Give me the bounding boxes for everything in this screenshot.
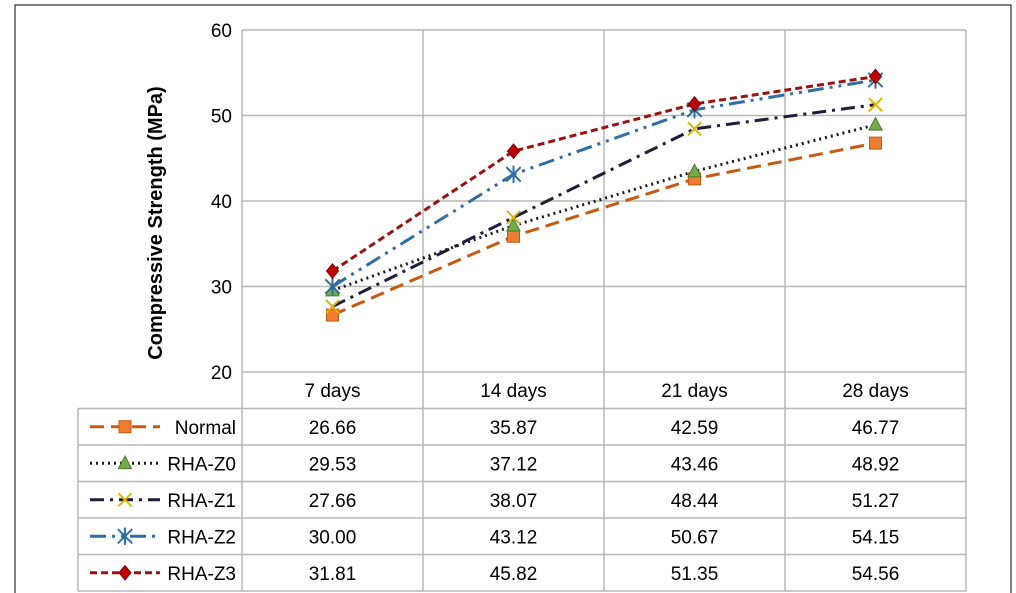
data-point (505, 165, 522, 183)
grid (241, 29, 967, 591)
x-tick-label: 28 days (842, 381, 909, 402)
y-tick-label: 40 (211, 192, 232, 213)
data-point (868, 116, 883, 131)
y-tick-label: 60 (211, 21, 232, 42)
legend-label: RHA-Z3 (167, 564, 236, 585)
data-point (687, 95, 702, 112)
legend-label: RHA-Z1 (167, 491, 236, 512)
data-label: 54.56 (852, 564, 900, 585)
legend-key-marker (117, 527, 133, 545)
x-tick-label: 14 days (480, 381, 547, 402)
x-tick-label: 7 days (305, 381, 361, 402)
data-label: 51.35 (671, 564, 719, 585)
series-lines (324, 68, 884, 322)
data-point (506, 210, 521, 225)
series-line-rha-z0 (331, 123, 876, 292)
x-tick-label: 21 days (661, 381, 728, 402)
y-tick-label: 20 (211, 363, 232, 384)
data-table: 7 days 14 days 21 days 28 days Normal 26.66 35… (77, 381, 966, 592)
data-point (506, 217, 521, 232)
data-label: 42.59 (671, 418, 719, 439)
data-point (326, 308, 339, 322)
data-label: 43.46 (671, 454, 719, 475)
data-label: 50.67 (671, 527, 719, 548)
data-label: 27.66 (309, 491, 357, 512)
y-tick-labels: 20 30 40 50 60 (211, 21, 232, 384)
series-line-rha-z1 (331, 103, 876, 308)
data-label: 31.81 (309, 564, 357, 585)
data-label: 30.00 (309, 527, 357, 548)
data-label: 48.44 (671, 491, 719, 512)
data-label: 37.12 (490, 454, 538, 475)
data-point (506, 143, 521, 160)
data-point (687, 163, 702, 178)
data-point (868, 68, 883, 85)
data-point (868, 97, 883, 112)
data-point (324, 277, 341, 296)
data-point (325, 263, 340, 280)
data-label: 46.77 (852, 418, 900, 439)
y-axis-label: Compressive Strength (MPa) (145, 86, 167, 359)
legend-label: Normal (175, 418, 236, 439)
data-label: 45.82 (490, 564, 538, 585)
data-label: 43.12 (490, 527, 538, 548)
data-label: 54.15 (852, 527, 900, 548)
legend-key-marker (117, 492, 133, 508)
data-label: 38.07 (490, 491, 538, 512)
data-point (869, 136, 882, 150)
y-tick-label: 50 (211, 107, 232, 128)
data-point (325, 299, 340, 314)
data-label: 35.87 (490, 418, 538, 439)
legend-label: RHA-Z2 (167, 527, 236, 548)
legend-key-marker (118, 420, 132, 434)
data-label: 48.92 (852, 454, 900, 475)
data-label: 29.53 (309, 454, 357, 475)
series-line-rha-z3 (331, 75, 876, 273)
chart-frame (14, 4, 1012, 593)
y-tick-label: 30 (211, 278, 232, 299)
data-label: 26.66 (309, 418, 357, 439)
legend-key-marker (117, 454, 133, 470)
legend-key-marker (118, 564, 132, 581)
data-label: 51.27 (852, 491, 900, 512)
legend-label: RHA-Z0 (167, 454, 236, 475)
data-point (507, 229, 520, 243)
data-point (687, 121, 702, 137)
